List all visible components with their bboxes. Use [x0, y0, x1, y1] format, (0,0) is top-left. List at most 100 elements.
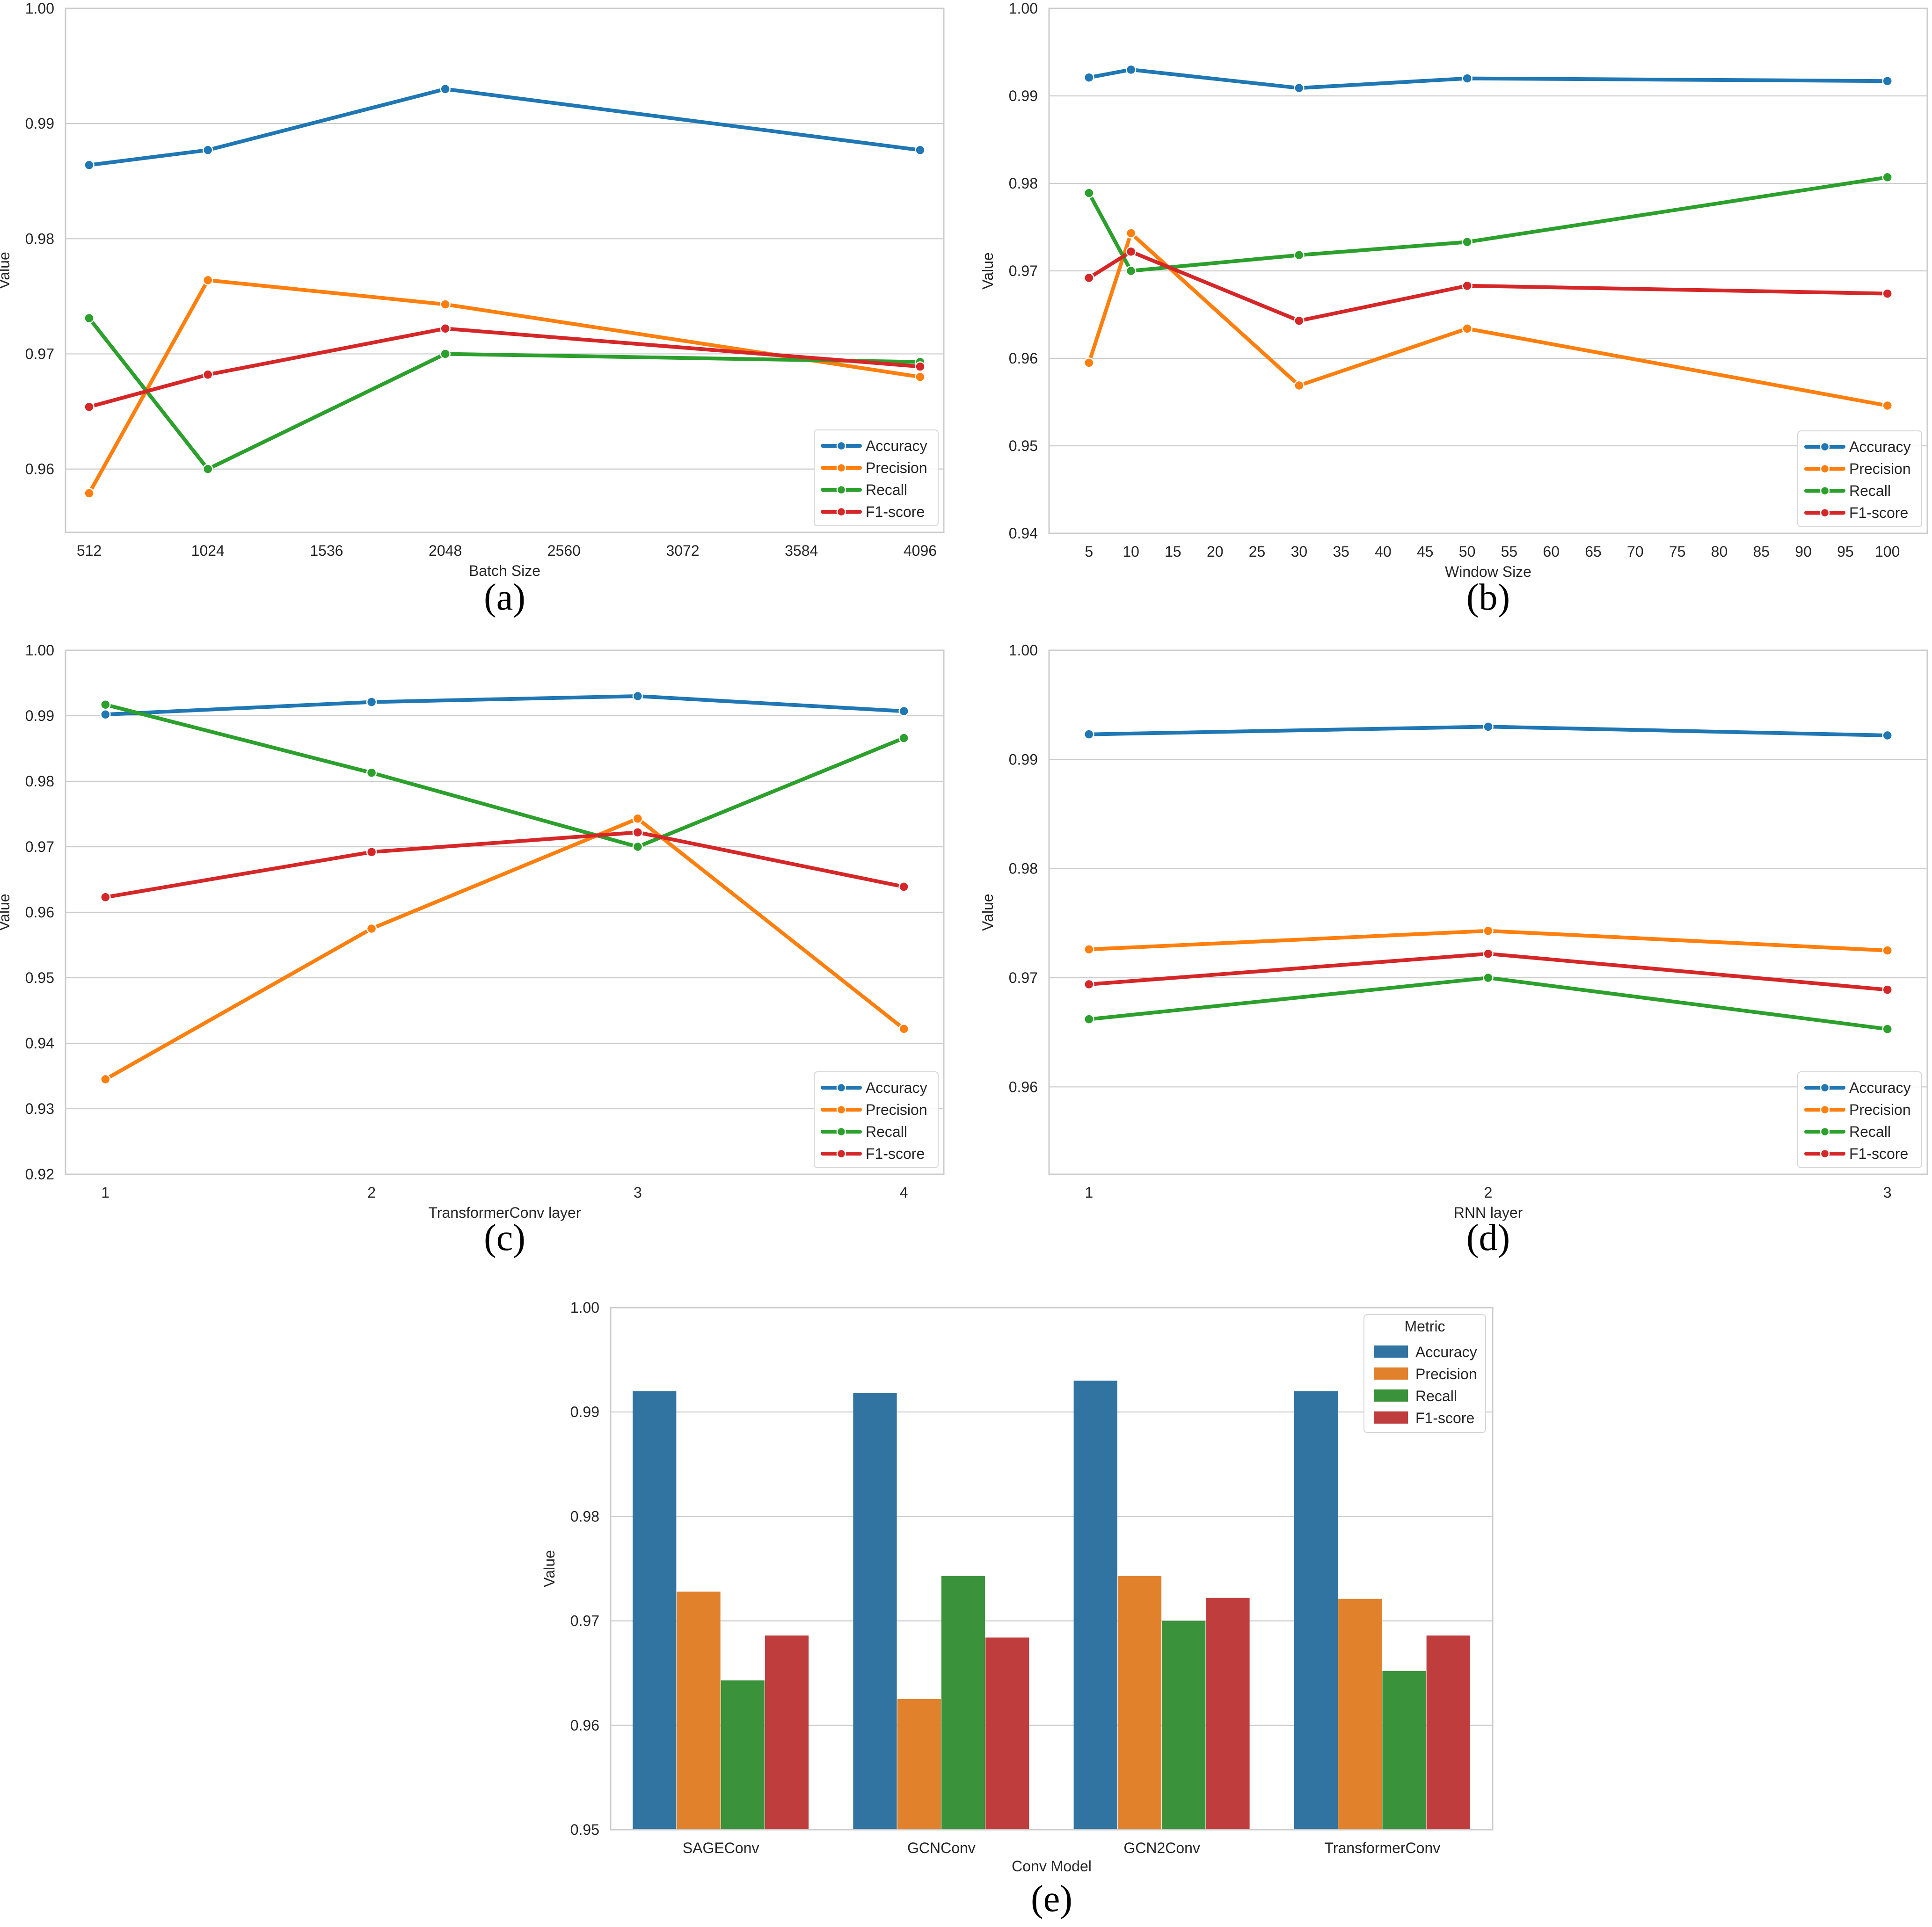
- panel-caption: (e): [1031, 1878, 1072, 1920]
- plot-frame: [1048, 649, 1928, 1175]
- y-tick-label: 0.97: [1009, 969, 1038, 986]
- series-line-precision: [103, 816, 906, 1081]
- y-tick-label: 0.97: [25, 345, 54, 362]
- legend-marker-precision: [836, 463, 846, 473]
- legend-label-recall: Recall: [1415, 1388, 1457, 1404]
- series-line-recall: [1087, 175, 1889, 273]
- y-axis-label: Value: [979, 894, 996, 931]
- x-tick-label: 85: [1753, 543, 1770, 560]
- y-tick-label: 1.00: [1009, 642, 1038, 659]
- data-point-recall: [100, 699, 111, 710]
- data-point-accuracy: [1483, 721, 1494, 732]
- legend-label-f1-score: F1-score: [1415, 1410, 1474, 1426]
- data-point-accuracy: [898, 705, 909, 717]
- legend-swatch-precision: [1374, 1367, 1408, 1380]
- data-point-precision: [202, 275, 213, 286]
- y-tick-label: 0.97: [25, 838, 54, 855]
- data-point-f1-score: [202, 369, 213, 380]
- y-tick-label: 0.96: [1009, 350, 1038, 367]
- legend-label-precision: Precision: [1849, 1101, 1911, 1118]
- data-point-accuracy: [1294, 82, 1305, 94]
- legend-marker-precision: [836, 1105, 846, 1115]
- data-point-recall: [1125, 265, 1137, 276]
- series-line-recall: [87, 316, 922, 471]
- y-tick-label: 0.99: [1009, 87, 1038, 104]
- y-tick-label: 0.98: [570, 1508, 599, 1525]
- legend-marker-f1-score: [1820, 508, 1830, 518]
- series-line-precision: [87, 278, 922, 495]
- plot-frame: [1048, 7, 1928, 534]
- x-tick-label: 10: [1123, 543, 1139, 560]
- data-point-accuracy: [440, 84, 451, 95]
- x-tick-label: SAGEConv: [683, 1840, 759, 1856]
- data-point-accuracy: [1882, 730, 1893, 741]
- data-point-precision: [1084, 944, 1094, 955]
- data-point-f1-score: [1882, 984, 1893, 995]
- x-tick-label: GCN2Conv: [1123, 1840, 1200, 1856]
- panel-caption: (c): [484, 1217, 525, 1258]
- data-point-precision: [1084, 357, 1094, 368]
- x-tick-label: 4096: [904, 542, 937, 559]
- y-tick-label: 0.93: [25, 1100, 54, 1117]
- legend-label-accuracy: Accuracy: [1415, 1344, 1477, 1360]
- legend-label-precision: Precision: [1415, 1366, 1477, 1382]
- series-line-recall: [1087, 976, 1889, 1031]
- x-tick-label: 80: [1711, 543, 1728, 560]
- x-tick-label: 55: [1501, 543, 1518, 560]
- series-line-accuracy: [1087, 67, 1889, 90]
- data-point-recall: [84, 313, 95, 324]
- data-point-f1-score: [1125, 246, 1137, 257]
- data-point-precision: [366, 923, 377, 934]
- legend-label-f1-score: F1-score: [1849, 1145, 1908, 1162]
- x-tick-label: 15: [1165, 543, 1181, 560]
- data-point-accuracy: [84, 160, 95, 171]
- x-axis-label: Batch Size: [469, 562, 540, 579]
- bar-precision: [677, 1592, 721, 1830]
- y-tick-label: 0.99: [25, 115, 54, 132]
- series-line-recall: [103, 703, 906, 849]
- x-tick-label: 35: [1333, 543, 1349, 560]
- legend-label-accuracy: Accuracy: [1849, 1079, 1911, 1096]
- legend-swatch-accuracy: [1374, 1345, 1408, 1358]
- legend-swatch-f1-score: [1374, 1411, 1408, 1424]
- bar-recall: [1382, 1671, 1426, 1830]
- plot-frame: [65, 7, 945, 533]
- data-point-f1-score: [1084, 979, 1094, 990]
- x-tick-label: 1: [101, 1184, 109, 1201]
- panel-caption: (d): [1466, 1217, 1510, 1258]
- y-tick-label: 0.95: [25, 969, 54, 986]
- series-line-f1-score: [1087, 952, 1889, 992]
- y-tick-label: 0.96: [570, 1717, 599, 1734]
- legend-label-accuracy: Accuracy: [866, 437, 927, 454]
- data-point-precision: [632, 813, 643, 824]
- panel-a: 0.96 0.97 0.98 0.99 1.00 512 1024 1536 2048 2560 3…: [0, 0, 945, 618]
- x-tick-label: 50: [1459, 543, 1476, 560]
- data-point-f1-score: [440, 323, 451, 334]
- legend: [1797, 1071, 1922, 1168]
- y-tick-label: 0.98: [1009, 860, 1038, 877]
- legend-label-f1-score: F1-score: [866, 1145, 925, 1162]
- data-point-precision: [1483, 925, 1494, 936]
- legend-label-recall: Recall: [866, 1123, 907, 1140]
- legend-label-recall: Recall: [1849, 1123, 1891, 1140]
- legend-marker-f1-score: [836, 1149, 846, 1159]
- series-line-accuracy: [87, 87, 922, 167]
- bar-precision: [897, 1699, 941, 1830]
- x-tick-label: 4: [900, 1184, 908, 1201]
- bar-accuracy: [1073, 1381, 1117, 1830]
- legend-label-f1-score: F1-score: [1849, 504, 1908, 521]
- x-tick-label: 3: [634, 1184, 642, 1201]
- data-point-f1-score: [100, 892, 111, 903]
- legend-label-precision: Precision: [866, 459, 927, 476]
- x-tick-label: 65: [1585, 543, 1602, 560]
- x-tick-label: 70: [1627, 543, 1644, 560]
- legend-swatch-recall: [1374, 1389, 1408, 1402]
- y-tick-label: 0.96: [25, 461, 54, 478]
- legend-marker-accuracy: [836, 1083, 846, 1093]
- data-point-accuracy: [1084, 729, 1094, 740]
- x-tick-label: 30: [1291, 543, 1308, 560]
- data-point-accuracy: [1882, 75, 1893, 87]
- data-point-accuracy: [1125, 64, 1137, 75]
- bar-accuracy: [853, 1393, 897, 1830]
- legend-marker-accuracy: [836, 441, 846, 451]
